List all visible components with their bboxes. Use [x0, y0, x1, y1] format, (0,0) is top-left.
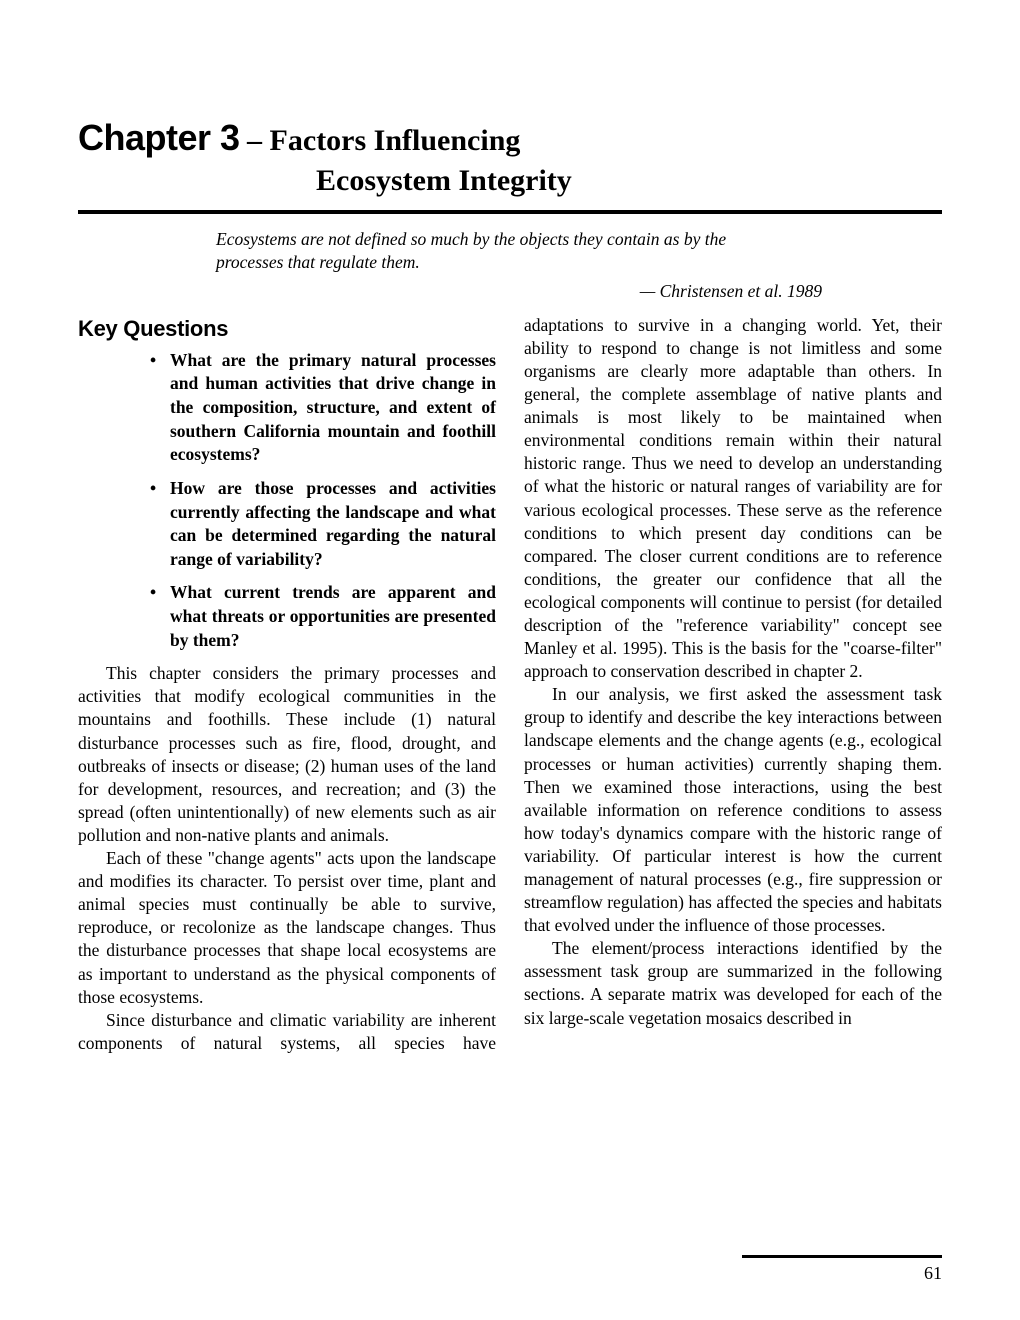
body-columns: Key Questions What are the primary natur… — [78, 314, 942, 1055]
title-connector: – — [240, 124, 270, 157]
chapter-title: Chapter 3 – Factors Influencing Ecosyste… — [78, 115, 942, 200]
body-paragraph: In our analysis, we first asked the asse… — [524, 683, 942, 937]
key-question-item: How are those processes and activities c… — [150, 477, 496, 572]
epigraph-attribution: — Christensen et al. 1989 — [78, 281, 822, 302]
key-questions-list: What are the primary natural processes a… — [78, 349, 496, 653]
body-paragraph: Each of these "change agents" acts upon … — [78, 847, 496, 1009]
title-rule — [78, 210, 942, 214]
chapter-number: Chapter 3 — [78, 117, 240, 158]
footer-rule — [742, 1255, 942, 1258]
epigraph-quote: Ecosystems are not defined so much by th… — [216, 228, 772, 275]
body-paragraph: This chapter considers the primary proce… — [78, 662, 496, 847]
title-line-1: Factors Influencing — [270, 124, 521, 157]
page-number: 61 — [924, 1263, 942, 1284]
body-paragraph: The element/process interactions identif… — [524, 937, 942, 1029]
key-questions-block: Key Questions What are the primary natur… — [78, 314, 496, 653]
key-question-item: What are the primary natural processes a… — [150, 349, 496, 467]
title-line-2: Ecosystem Integrity — [78, 162, 942, 200]
key-questions-heading: Key Questions — [78, 314, 496, 343]
key-question-item: What current trends are apparent and wha… — [150, 581, 496, 652]
